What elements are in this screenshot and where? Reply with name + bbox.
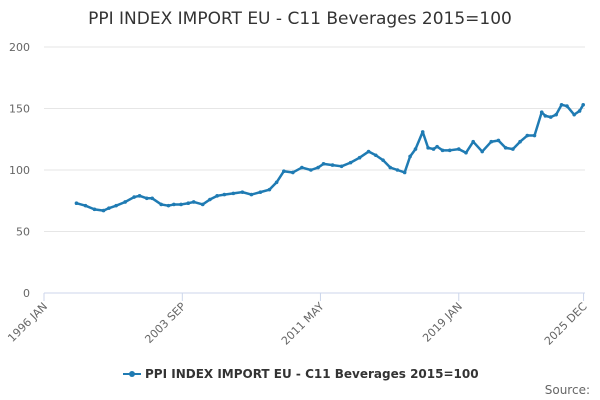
data-point[interactable] [240,190,245,194]
data-point[interactable] [559,103,564,107]
data-point[interactable] [309,168,313,172]
data-point[interactable] [249,192,254,197]
data-point[interactable] [166,203,171,208]
data-point[interactable] [496,138,501,143]
y-tick-label: 0 [23,287,30,300]
data-point[interactable] [107,206,111,210]
series-layer [74,103,585,213]
data-point[interactable] [413,147,418,151]
data-point[interactable] [572,112,576,117]
x-tick-label: 2025 DEC [542,300,590,348]
data-point[interactable] [581,103,585,107]
x-tick-label: 2003 SEP [142,300,188,346]
data-point[interactable] [123,200,127,204]
data-point[interactable] [114,203,118,208]
data-point[interactable] [92,207,97,212]
grid-layer [44,46,585,232]
data-point[interactable] [200,202,205,207]
data-point[interactable] [525,133,530,138]
data-point[interactable] [471,139,475,144]
data-point[interactable] [548,115,553,119]
data-point[interactable] [420,130,425,134]
data-point[interactable] [267,187,272,192]
x-axis-ticks: 1996 JAN 2003 SEP 2011 MAY 2019 JAN 2025 DEC [5,293,590,348]
data-point[interactable] [480,149,485,154]
data-point[interactable] [179,202,183,207]
legend[interactable]: PPI INDEX IMPORT EU - C11 Beverages 2015… [123,367,479,381]
data-point[interactable] [577,109,582,113]
data-point[interactable] [565,104,569,108]
data-point[interactable] [208,197,212,202]
data-point[interactable] [456,147,461,151]
legend-marker-icon [129,371,135,377]
data-point[interactable] [440,148,445,153]
data-point[interactable] [330,163,335,167]
data-point[interactable] [321,162,326,166]
data-point[interactable] [83,203,88,208]
data-point[interactable] [150,196,154,201]
data-point[interactable] [258,190,263,194]
legend-label: PPI INDEX IMPORT EU - C11 Beverages 2015… [145,367,479,381]
data-point[interactable] [532,133,537,138]
x-tick-label: 1996 JAN [5,300,50,345]
data-point[interactable] [518,139,522,144]
data-point[interactable] [101,208,106,213]
data-point[interactable] [316,165,320,170]
data-point[interactable] [357,155,362,160]
chart-title: PPI INDEX IMPORT EU - C11 Beverages 2015… [88,9,512,29]
data-point[interactable] [489,139,494,144]
data-point[interactable] [435,144,439,149]
data-point[interactable] [291,170,295,175]
y-tick-label: 100 [9,164,30,177]
y-axis-ticks: 0 50 100 150 200 [9,41,30,300]
series-line[interactable] [76,103,585,212]
data-point[interactable] [447,148,452,153]
data-point[interactable] [464,150,468,155]
data-point[interactable] [137,194,142,198]
data-point[interactable] [388,165,393,170]
y-tick-label: 50 [16,226,30,239]
data-point[interactable] [395,168,400,172]
data-point[interactable] [172,202,176,207]
data-point[interactable] [374,153,378,158]
source-label[interactable]: Source: [545,383,590,397]
data-point[interactable] [339,164,344,169]
data-point[interactable] [366,149,371,154]
data-point[interactable] [431,147,436,151]
data-point[interactable] [381,158,385,162]
data-point[interactable] [191,200,196,204]
data-point[interactable] [554,112,558,117]
data-point[interactable] [282,169,286,174]
data-point[interactable] [132,195,136,199]
data-point[interactable] [539,110,544,114]
x-tick-label: 2019 JAN [420,300,465,345]
data-point[interactable] [231,191,236,196]
data-point[interactable] [511,147,515,151]
data-point[interactable] [222,192,227,197]
data-point[interactable] [186,201,191,206]
y-tick-label: 150 [9,103,30,116]
data-point[interactable] [348,160,353,165]
data-point[interactable] [274,180,279,185]
data-point[interactable] [300,165,304,170]
data-point[interactable] [159,202,164,207]
data-point[interactable] [144,196,149,201]
y-tick-label: 200 [9,41,30,54]
data-point[interactable] [402,170,407,175]
data-point[interactable] [426,146,430,150]
data-point[interactable] [543,114,548,118]
x-tick-label: 2011 MAY [279,300,327,348]
data-point[interactable] [408,154,412,159]
data-point[interactable] [503,146,508,150]
data-point[interactable] [74,201,79,206]
data-point[interactable] [215,194,219,198]
